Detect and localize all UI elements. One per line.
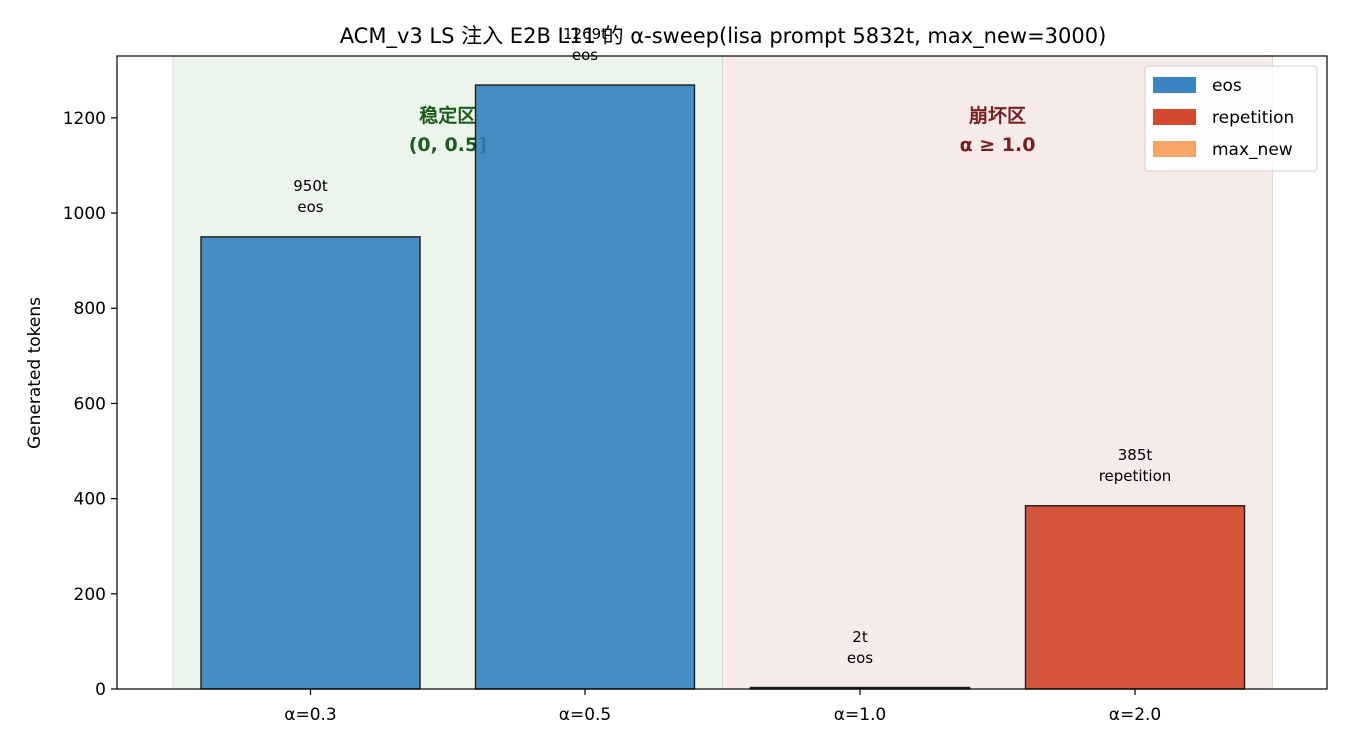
- chart-title: ACM_v3 LS 注入 E2B L11 的 α-sweep(lisa prom…: [340, 24, 1107, 49]
- bar-label-1-0: 1269t: [563, 25, 607, 43]
- zone-label-1-0: 崩坏区: [969, 104, 1026, 127]
- plot-frame: [116, 55, 1328, 690]
- y-tick-label-0: 0: [95, 680, 106, 700]
- bar-1: [474, 84, 696, 690]
- y-tick-label-2: 400: [74, 490, 106, 510]
- x-tick-label-3: α=2.0: [1109, 705, 1162, 725]
- zone-label-1-1: α ≥ 1.0: [960, 134, 1036, 156]
- legend-swatch-eos: [1153, 77, 1196, 93]
- bar-0: [200, 236, 421, 690]
- bar-3: [1024, 505, 1246, 690]
- bar-label-3-0: 385t: [1118, 446, 1153, 464]
- legend-label-repetition: repetition: [1212, 108, 1294, 128]
- legend: eos repetition max_new: [1144, 65, 1318, 172]
- y-tick-label-1: 200: [74, 585, 106, 605]
- bar-label-2-0: 2t: [852, 628, 868, 646]
- bar-label-2-1: eos: [847, 649, 873, 667]
- y-tick-label-6: 1200: [63, 109, 106, 129]
- y-axis-label: Generated tokens: [25, 297, 45, 449]
- y-tick-label-4: 800: [74, 299, 106, 319]
- legend-label-max_new: max_new: [1212, 140, 1293, 160]
- bar-label-3-1: repetition: [1099, 467, 1172, 485]
- zone-label-0-1: (0, 0.5]: [409, 134, 487, 156]
- labels-layer: 950t eos 1269t eos 2t eos 385t repetition: [293, 25, 1171, 667]
- x-tick-label-1: α=0.5: [559, 705, 612, 725]
- bars-layer: [200, 84, 1246, 690]
- x-tick-label-2: α=1.0: [834, 705, 887, 725]
- y-tick-label-5: 1000: [63, 204, 106, 224]
- axes-layer: 0 200 400 600 800 1000 1200 α=0.3 α=0.5 α=1.0 α=2.…: [63, 55, 1328, 725]
- zone-label-0-0: 稳定区: [419, 104, 476, 127]
- x-tick-label-0: α=0.3: [284, 705, 337, 725]
- bar-label-1-1: eos: [572, 46, 598, 64]
- bar-label-0-0: 950t: [293, 177, 328, 195]
- y-tick-label-3: 600: [74, 394, 106, 414]
- bar-label-0-1: eos: [297, 198, 323, 216]
- legend-swatch-repetition: [1153, 109, 1196, 125]
- legend-swatch-max_new: [1153, 141, 1196, 157]
- legend-label-eos: eos: [1212, 76, 1242, 96]
